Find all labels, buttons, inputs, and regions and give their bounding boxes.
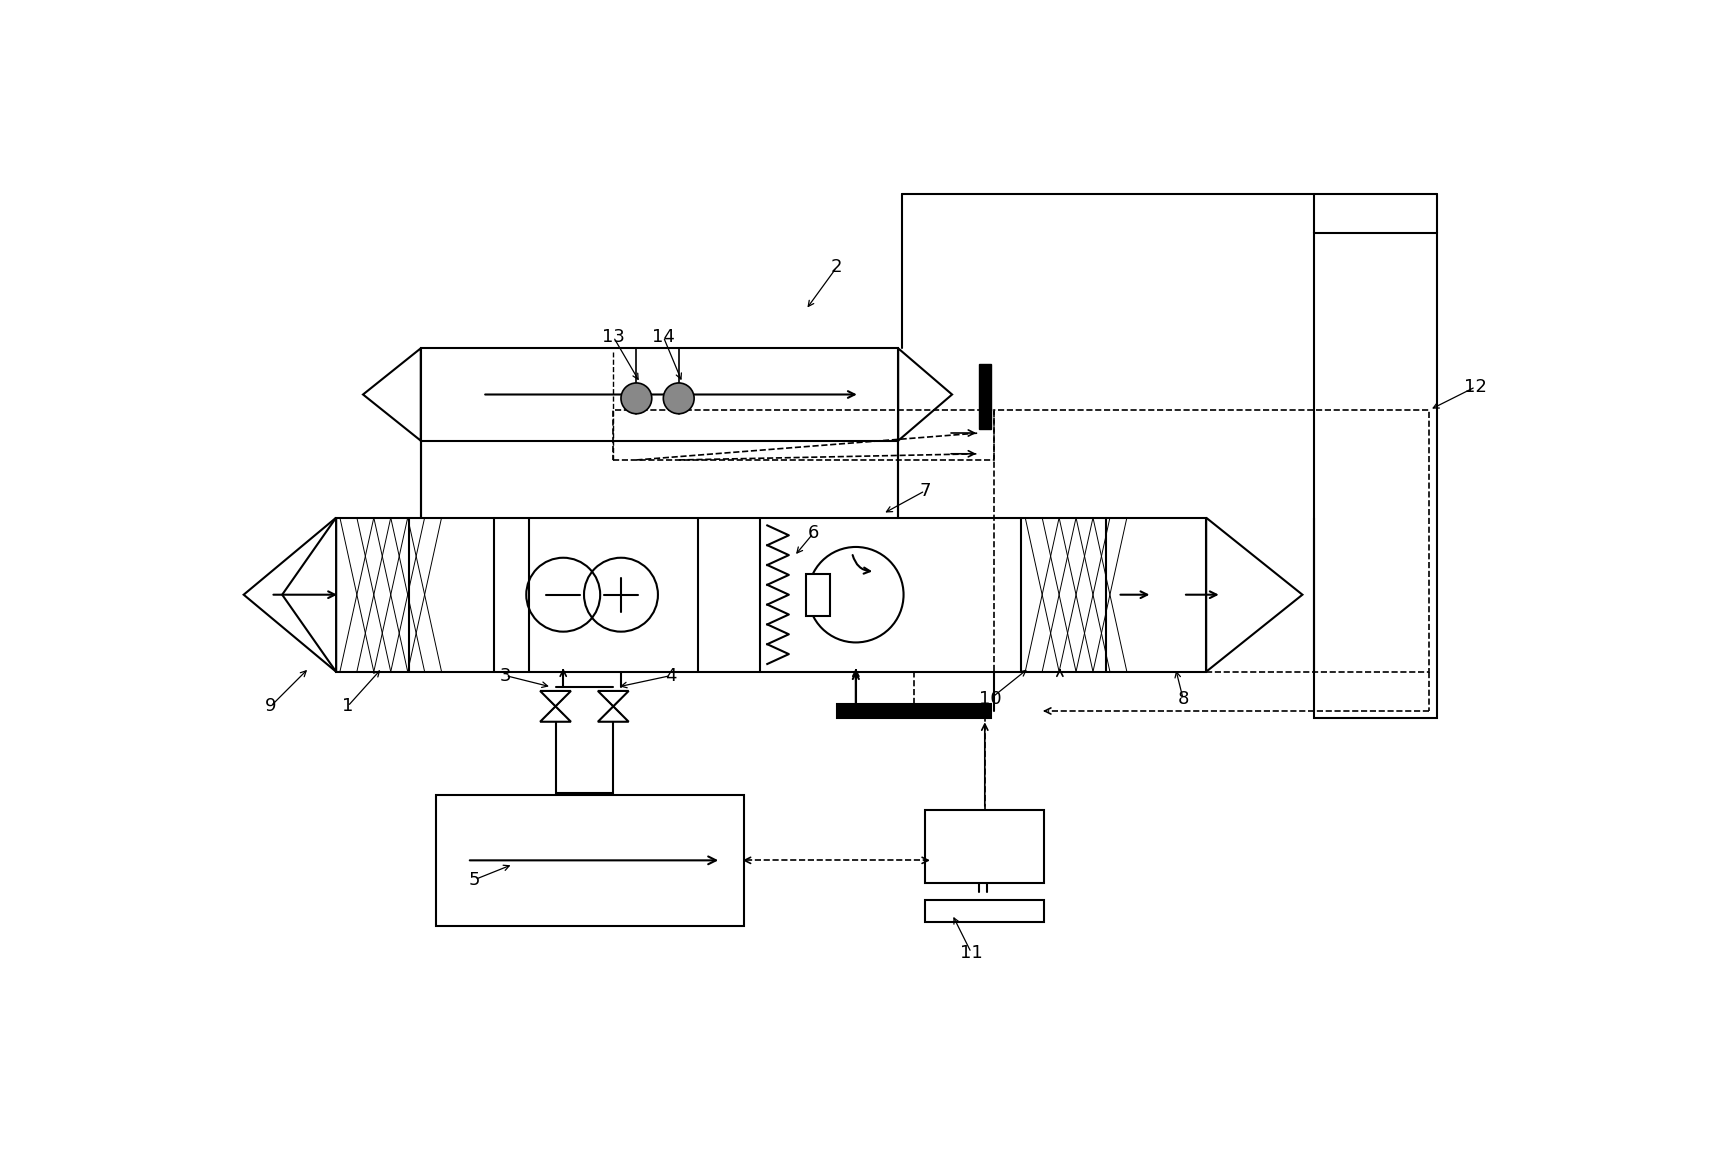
Text: 11: 11	[960, 944, 983, 962]
Text: 8: 8	[1178, 689, 1189, 708]
Text: 10: 10	[979, 689, 1002, 708]
Circle shape	[621, 383, 652, 414]
Text: 12: 12	[1464, 378, 1488, 395]
Polygon shape	[837, 704, 991, 718]
Polygon shape	[436, 794, 744, 925]
Text: 6: 6	[808, 524, 820, 542]
Polygon shape	[926, 811, 1045, 883]
Polygon shape	[282, 517, 336, 672]
Text: 4: 4	[666, 667, 676, 684]
Polygon shape	[979, 364, 991, 429]
Text: 1: 1	[343, 697, 353, 715]
Text: 9: 9	[265, 697, 277, 715]
Polygon shape	[926, 901, 1045, 922]
Polygon shape	[806, 574, 830, 617]
Text: 5: 5	[469, 870, 481, 888]
Text: 3: 3	[500, 667, 512, 684]
Circle shape	[663, 383, 694, 414]
Polygon shape	[420, 349, 898, 441]
Polygon shape	[1315, 233, 1438, 718]
Text: 14: 14	[652, 328, 675, 346]
Polygon shape	[336, 517, 1206, 672]
Text: 2: 2	[830, 259, 843, 276]
Text: 13: 13	[602, 328, 625, 346]
Text: 7: 7	[919, 482, 931, 500]
